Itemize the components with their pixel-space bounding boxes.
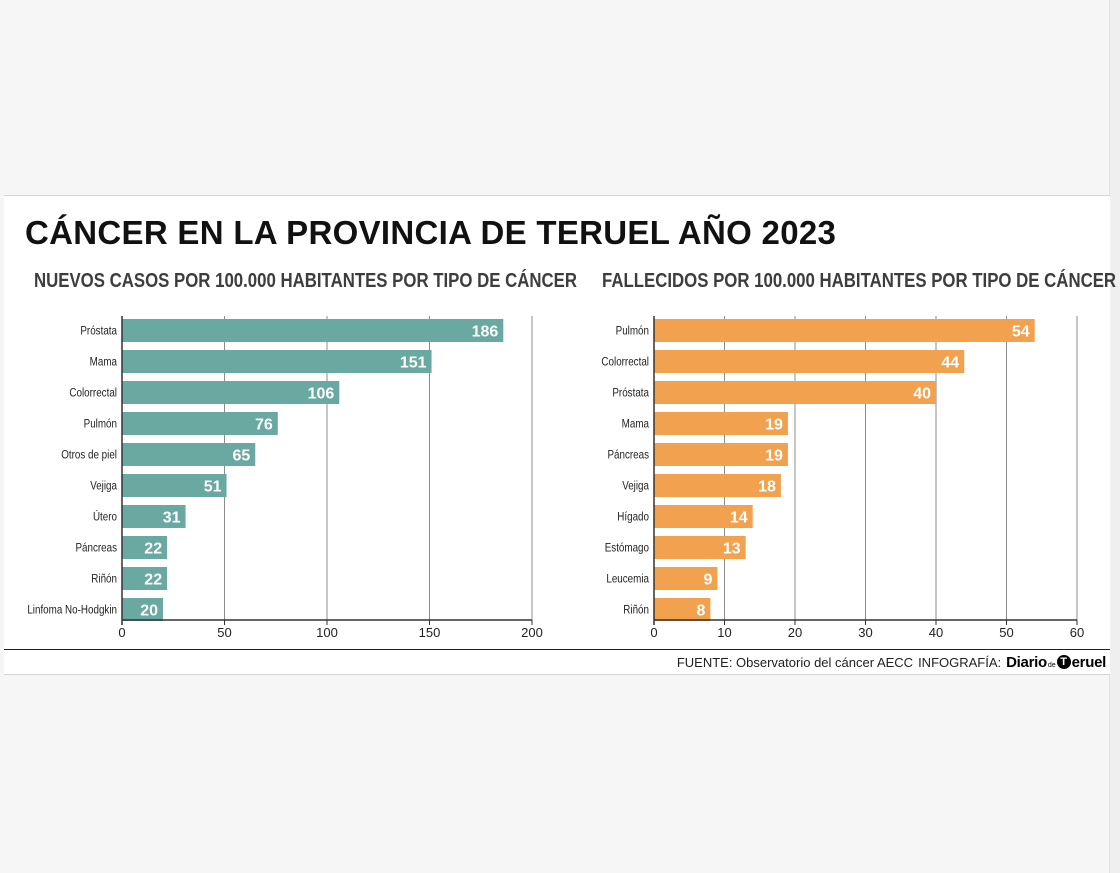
deaths-value-label: 8 [696,603,705,620]
footer: FUENTE: Observatorio del cáncer AECC INF… [677,652,1106,672]
deaths-value-label: 44 [941,355,959,372]
deaths-category-label: Estómago [605,542,649,555]
deaths-bar [654,505,753,528]
logo-word-diario: Diario [1006,653,1047,671]
new-cases-category-label: Colorrectal [69,387,117,400]
new-cases-value-label: 186 [472,324,499,341]
deaths-category-label: Páncreas [607,449,649,462]
deaths-tick-label: 10 [717,625,731,640]
deaths-value-label: 54 [1012,324,1030,341]
deaths-tick-label: 30 [858,625,872,640]
new-cases-bar [122,505,186,528]
new-cases-bar [122,474,227,497]
deaths-bar [654,412,788,435]
new-cases-category-label: Otros de piel [61,449,117,462]
deaths-bar [654,319,1035,342]
deaths-value-label: 13 [723,541,741,558]
deaths-tick-label: 20 [788,625,802,640]
diario-de-teruel-logo: Diario de T eruel [1006,654,1106,671]
deaths-bar [654,567,718,590]
chart-title-new-cases: NUEVOS CASOS POR 100.000 HABITANTES POR … [34,270,578,292]
new-cases-bar [122,319,504,342]
credit-text: INFOGRAFÍA: [918,654,1002,670]
new-cases-bar [122,412,278,435]
new-cases-tick-label: 150 [419,625,441,640]
new-cases-value-label: 65 [232,448,250,465]
deaths-value-label: 14 [730,510,748,527]
deaths-bar [654,474,781,497]
page-scrollbar[interactable] [1109,0,1120,873]
deaths-bar [654,350,965,373]
new-cases-bar [122,536,168,559]
logo-word-de: de [1047,661,1056,669]
chart-title-deaths: FALLECIDOS POR 100.000 HABITANTES POR TI… [602,270,1117,292]
deaths-category-label: Colorrectal [601,356,649,369]
new-cases-tick-label: 100 [316,625,338,640]
logo-word-teruel: eruel [1071,653,1107,671]
new-cases-bar [122,598,163,621]
deaths-bar [654,598,711,621]
deaths-category-label: Leucemia [606,573,649,586]
new-cases-category-label: Linfoma No-Hodgkin [27,604,117,617]
new-cases-bar [122,443,256,466]
deaths-chart: 54 Pulmón 44 Colorrectal 40 Próstata 19 Mama 19 P… [601,316,1084,640]
footer-rule [4,649,1110,650]
deaths-value-label: 19 [765,448,783,465]
new-cases-category-label: Pulmón [84,418,117,431]
deaths-category-label: Pulmón [616,325,649,338]
new-cases-bar [122,381,340,404]
deaths-category-label: Hígado [617,511,649,524]
new-cases-tick-label: 0 [118,625,125,640]
new-cases-category-label: Mama [90,356,118,369]
new-cases-bar [122,567,168,590]
new-cases-category-label: Páncreas [75,542,117,555]
deaths-value-label: 19 [765,417,783,434]
deaths-category-label: Vejiga [622,480,650,493]
new-cases-chart: 186 Próstata 151 Mama 106 Colorrectal 76 Pulmón… [27,316,543,640]
new-cases-value-label: 151 [400,355,427,372]
new-cases-value-label: 22 [144,541,162,558]
new-cases-tick-label: 50 [217,625,231,640]
deaths-value-label: 9 [704,572,713,589]
new-cases-category-label: Riñón [91,573,117,586]
deaths-category-label: Mama [622,418,650,431]
source-text: FUENTE: Observatorio del cáncer AECC [676,654,914,670]
infographic-title: CÁNCER EN LA PROVINCIA DE TERUEL AÑO 202… [25,214,837,251]
deaths-bar [654,443,788,466]
deaths-tick-label: 50 [999,625,1013,640]
logo-t-circle: T [1056,655,1071,669]
new-cases-value-label: 31 [163,510,181,527]
new-cases-category-label: Útero [93,510,117,524]
infographic-card: CÁNCER EN LA PROVINCIA DE TERUEL AÑO 202… [4,195,1116,675]
deaths-value-label: 18 [758,479,776,496]
new-cases-category-label: Vejiga [90,480,118,493]
deaths-tick-label: 0 [650,625,657,640]
deaths-bar [654,536,746,559]
deaths-tick-label: 60 [1070,625,1084,640]
new-cases-value-label: 22 [144,572,162,589]
new-cases-value-label: 51 [204,479,222,496]
new-cases-value-label: 106 [308,386,335,403]
deaths-tick-label: 40 [929,625,943,640]
new-cases-value-label: 76 [255,417,273,434]
deaths-value-label: 40 [913,386,931,403]
deaths-bar [654,381,936,404]
new-cases-value-label: 20 [140,603,158,620]
new-cases-bar [122,350,432,373]
deaths-category-label: Próstata [612,387,649,400]
new-cases-category-label: Próstata [80,325,117,338]
new-cases-tick-label: 200 [521,625,543,640]
deaths-category-label: Riñón [623,604,649,617]
